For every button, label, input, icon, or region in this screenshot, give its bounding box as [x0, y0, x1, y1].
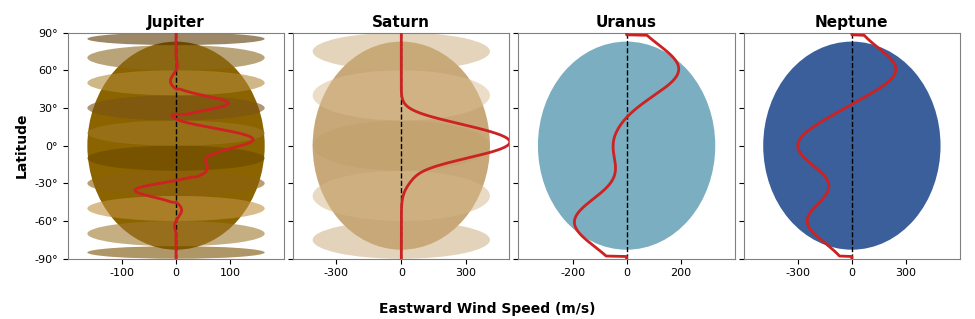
Ellipse shape	[88, 33, 264, 45]
Ellipse shape	[313, 41, 490, 250]
Ellipse shape	[313, 70, 490, 121]
Ellipse shape	[88, 70, 264, 95]
Ellipse shape	[88, 41, 264, 250]
Ellipse shape	[313, 33, 490, 70]
Title: Saturn: Saturn	[372, 15, 430, 30]
Text: Eastward Wind Speed (m/s): Eastward Wind Speed (m/s)	[379, 302, 596, 316]
Title: Jupiter: Jupiter	[147, 15, 205, 30]
Ellipse shape	[313, 121, 490, 171]
Ellipse shape	[313, 171, 490, 221]
Ellipse shape	[88, 95, 264, 121]
Ellipse shape	[88, 196, 264, 221]
Ellipse shape	[88, 221, 264, 246]
Title: Neptune: Neptune	[815, 15, 888, 30]
Ellipse shape	[88, 171, 264, 196]
Ellipse shape	[88, 45, 264, 70]
Title: Uranus: Uranus	[596, 15, 657, 30]
Ellipse shape	[88, 146, 264, 171]
Ellipse shape	[763, 41, 941, 250]
Ellipse shape	[313, 221, 490, 259]
Y-axis label: Latitude: Latitude	[15, 113, 29, 178]
Ellipse shape	[88, 121, 264, 146]
Ellipse shape	[88, 246, 264, 259]
Ellipse shape	[538, 41, 716, 250]
